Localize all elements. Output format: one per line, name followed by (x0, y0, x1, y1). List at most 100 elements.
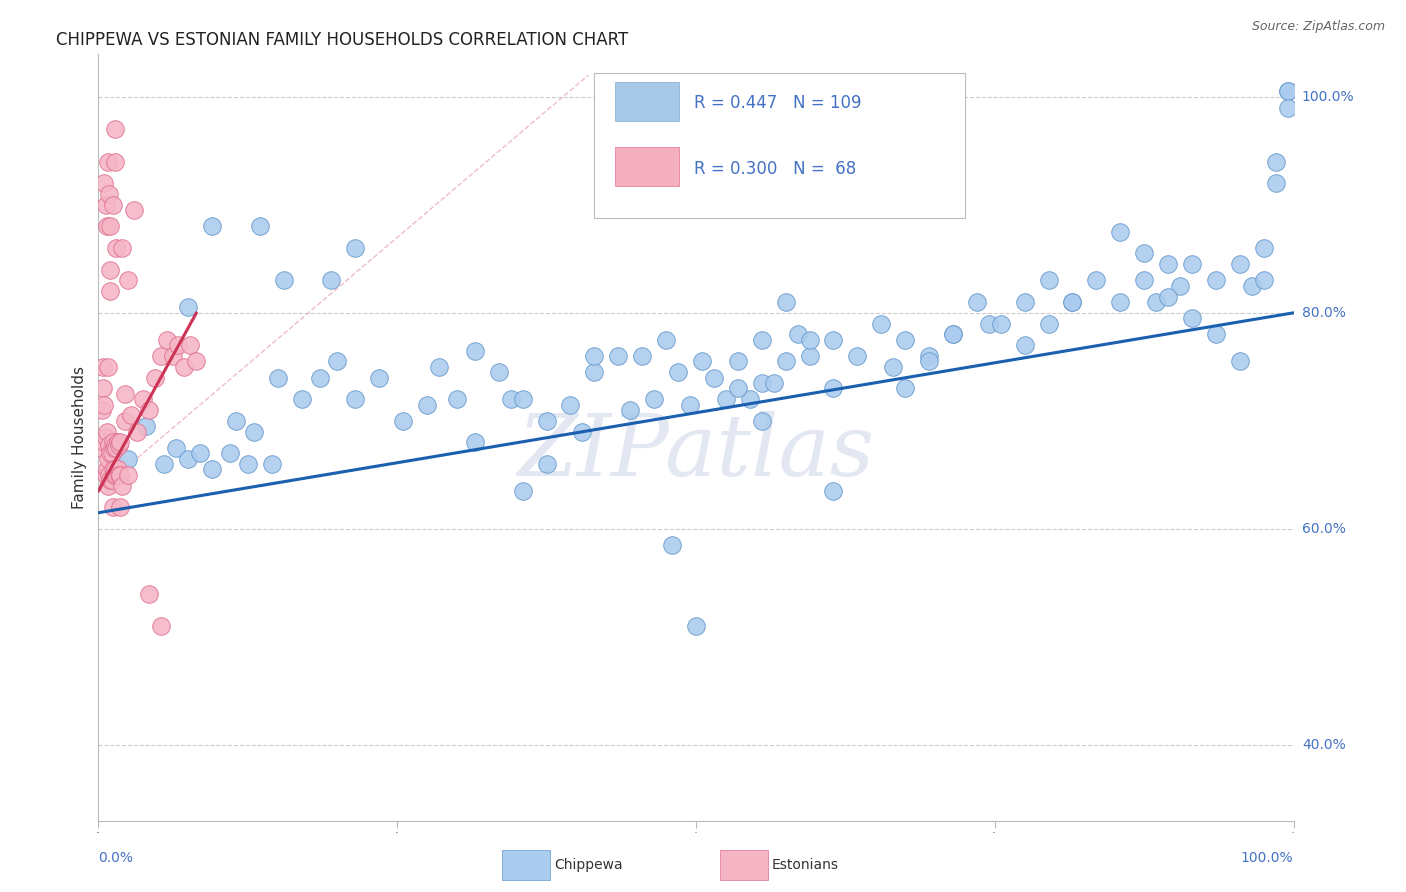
Point (1277, 84, 1299, 98)
Text: Chippewa: Chippewa (554, 858, 623, 872)
Point (91, 441, 114, 455)
Point (162, 349, 184, 363)
Point (1014, 338, 1036, 352)
Point (775, 295, 797, 310)
Point (98, 446, 122, 460)
Point (94, 467, 117, 482)
Text: ZIPatlas: ZIPatlas (517, 411, 875, 494)
Point (100, 473, 122, 487)
Point (105, 241, 128, 255)
Point (326, 354, 349, 368)
Point (98, 437, 121, 451)
Point (823, 484, 845, 499)
Point (1240, 278, 1263, 293)
Point (738, 392, 761, 407)
Text: R = 0.300   N =  68: R = 0.300 N = 68 (693, 160, 856, 178)
Point (1109, 295, 1132, 310)
Point (918, 349, 941, 363)
Point (173, 359, 195, 374)
Point (799, 349, 821, 363)
Point (98, 262, 122, 277)
Point (977, 317, 1000, 331)
Text: 40.0%: 40.0% (1302, 738, 1346, 752)
Point (1264, 176, 1286, 190)
Point (103, 467, 125, 482)
Point (186, 354, 208, 368)
Point (243, 425, 266, 439)
Point (108, 435, 131, 450)
Point (1229, 354, 1251, 368)
Point (727, 381, 749, 395)
Point (107, 467, 129, 482)
Point (101, 435, 124, 450)
Point (93, 176, 115, 190)
Point (1038, 273, 1060, 287)
Point (249, 219, 271, 234)
Point (111, 479, 134, 493)
Point (138, 587, 160, 601)
Point (714, 392, 737, 407)
Point (103, 441, 125, 455)
Point (1144, 295, 1167, 310)
Text: Estonians: Estonians (772, 858, 839, 872)
Point (1062, 295, 1084, 310)
Point (101, 500, 124, 515)
Point (149, 349, 172, 363)
Point (1157, 290, 1180, 304)
Point (1205, 327, 1227, 342)
Point (105, 435, 128, 450)
Point (165, 441, 187, 455)
Point (823, 333, 845, 347)
Point (488, 365, 510, 379)
Point (117, 273, 139, 287)
Text: 60.0%: 60.0% (1302, 522, 1346, 536)
Point (177, 301, 200, 315)
Point (111, 241, 134, 255)
Point (143, 370, 166, 384)
Point (179, 338, 201, 352)
Point (108, 467, 131, 482)
Point (114, 387, 136, 401)
Point (1181, 257, 1204, 271)
Text: Source: ZipAtlas.com: Source: ZipAtlas.com (1251, 20, 1385, 33)
Point (661, 538, 683, 552)
Point (894, 381, 917, 395)
Point (762, 376, 785, 390)
Point (679, 398, 702, 412)
Point (392, 414, 415, 428)
Point (427, 359, 450, 374)
Point (125, 425, 148, 439)
Point (1062, 295, 1084, 310)
Point (1277, 101, 1299, 115)
FancyBboxPatch shape (614, 147, 679, 186)
Point (1014, 295, 1036, 310)
Point (96, 425, 118, 439)
Point (91, 359, 114, 374)
Point (149, 619, 172, 633)
Point (571, 425, 593, 439)
Point (846, 349, 869, 363)
Point (1253, 241, 1275, 255)
Point (120, 409, 142, 423)
Point (97, 451, 120, 466)
Point (104, 462, 127, 476)
Point (1133, 246, 1156, 260)
Text: 100.0%: 100.0% (1241, 851, 1294, 865)
Point (685, 619, 707, 633)
Point (786, 327, 808, 342)
Text: CHIPPEWA VS ESTONIAN FAMILY HOUSEHOLDS CORRELATION CHART: CHIPPEWA VS ESTONIAN FAMILY HOUSEHOLDS C… (56, 31, 628, 49)
Point (512, 484, 534, 499)
Point (619, 403, 641, 417)
Point (655, 333, 678, 347)
Point (1133, 273, 1156, 287)
Point (512, 392, 534, 407)
Point (690, 354, 713, 368)
Point (942, 327, 965, 342)
Point (1264, 154, 1286, 169)
Point (97, 359, 120, 374)
Point (990, 317, 1012, 331)
Point (105, 441, 128, 455)
Point (751, 333, 773, 347)
Point (894, 333, 917, 347)
Point (98, 186, 121, 201)
